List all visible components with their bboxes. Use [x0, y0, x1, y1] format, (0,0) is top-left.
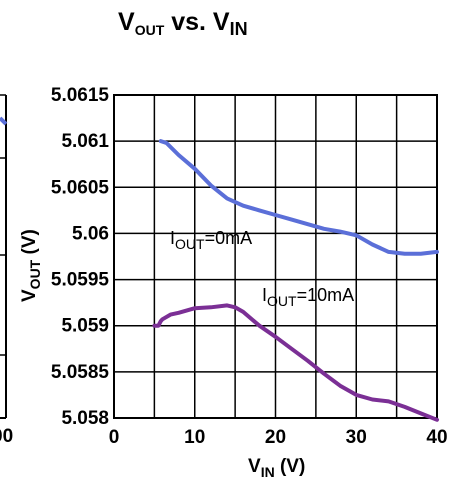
title-sub-in: IN [230, 19, 248, 39]
y-tick-labels: 5.058 5.0585 5.059 5.0595 5.06 5.0605 5.061 5.0… [51, 85, 110, 429]
y-tick-label: 5.0595 [51, 270, 110, 291]
svg-text:00: 00 [0, 426, 13, 447]
y-tick-label: 5.0605 [51, 177, 110, 198]
series-label-0ma: IOUT=0mA [170, 228, 252, 252]
y-tick-label: 5.0585 [51, 362, 110, 383]
y-tick-label: 5.0615 [51, 85, 110, 106]
grid [114, 95, 437, 418]
title-mid: vs. V [164, 8, 230, 36]
title-v: V [118, 8, 135, 36]
plot-area [113, 94, 439, 422]
plot-frame [113, 94, 438, 419]
x-tick-labels: 0 10 20 30 40 [109, 427, 448, 448]
title-sub-out: OUT [135, 22, 165, 38]
x-tick-label: 10 [184, 427, 205, 448]
x-tick-label: 20 [265, 427, 286, 448]
y-tick-label: 5.058 [61, 408, 109, 429]
series-label-10ma: IOUT=10mA [262, 285, 354, 309]
x-tick-label: 40 [426, 427, 447, 448]
y-axis-label: VOUT (V) [19, 229, 43, 302]
series-line-10ma [152, 303, 439, 422]
series-layer [152, 139, 439, 422]
series-line-0ma [158, 139, 439, 256]
chart-title: VOUT vs. VIN [118, 8, 248, 39]
x-axis-label: VIN (V) [248, 456, 305, 480]
y-tick-label: 5.06 [72, 223, 109, 244]
y-tick-label: 5.061 [61, 131, 109, 152]
y-tick-label: 5.059 [61, 316, 109, 337]
x-tick-label: 0 [109, 427, 120, 448]
x-tick-label: 30 [346, 427, 367, 448]
neighbor-chart-fragment: 00 [0, 94, 13, 447]
